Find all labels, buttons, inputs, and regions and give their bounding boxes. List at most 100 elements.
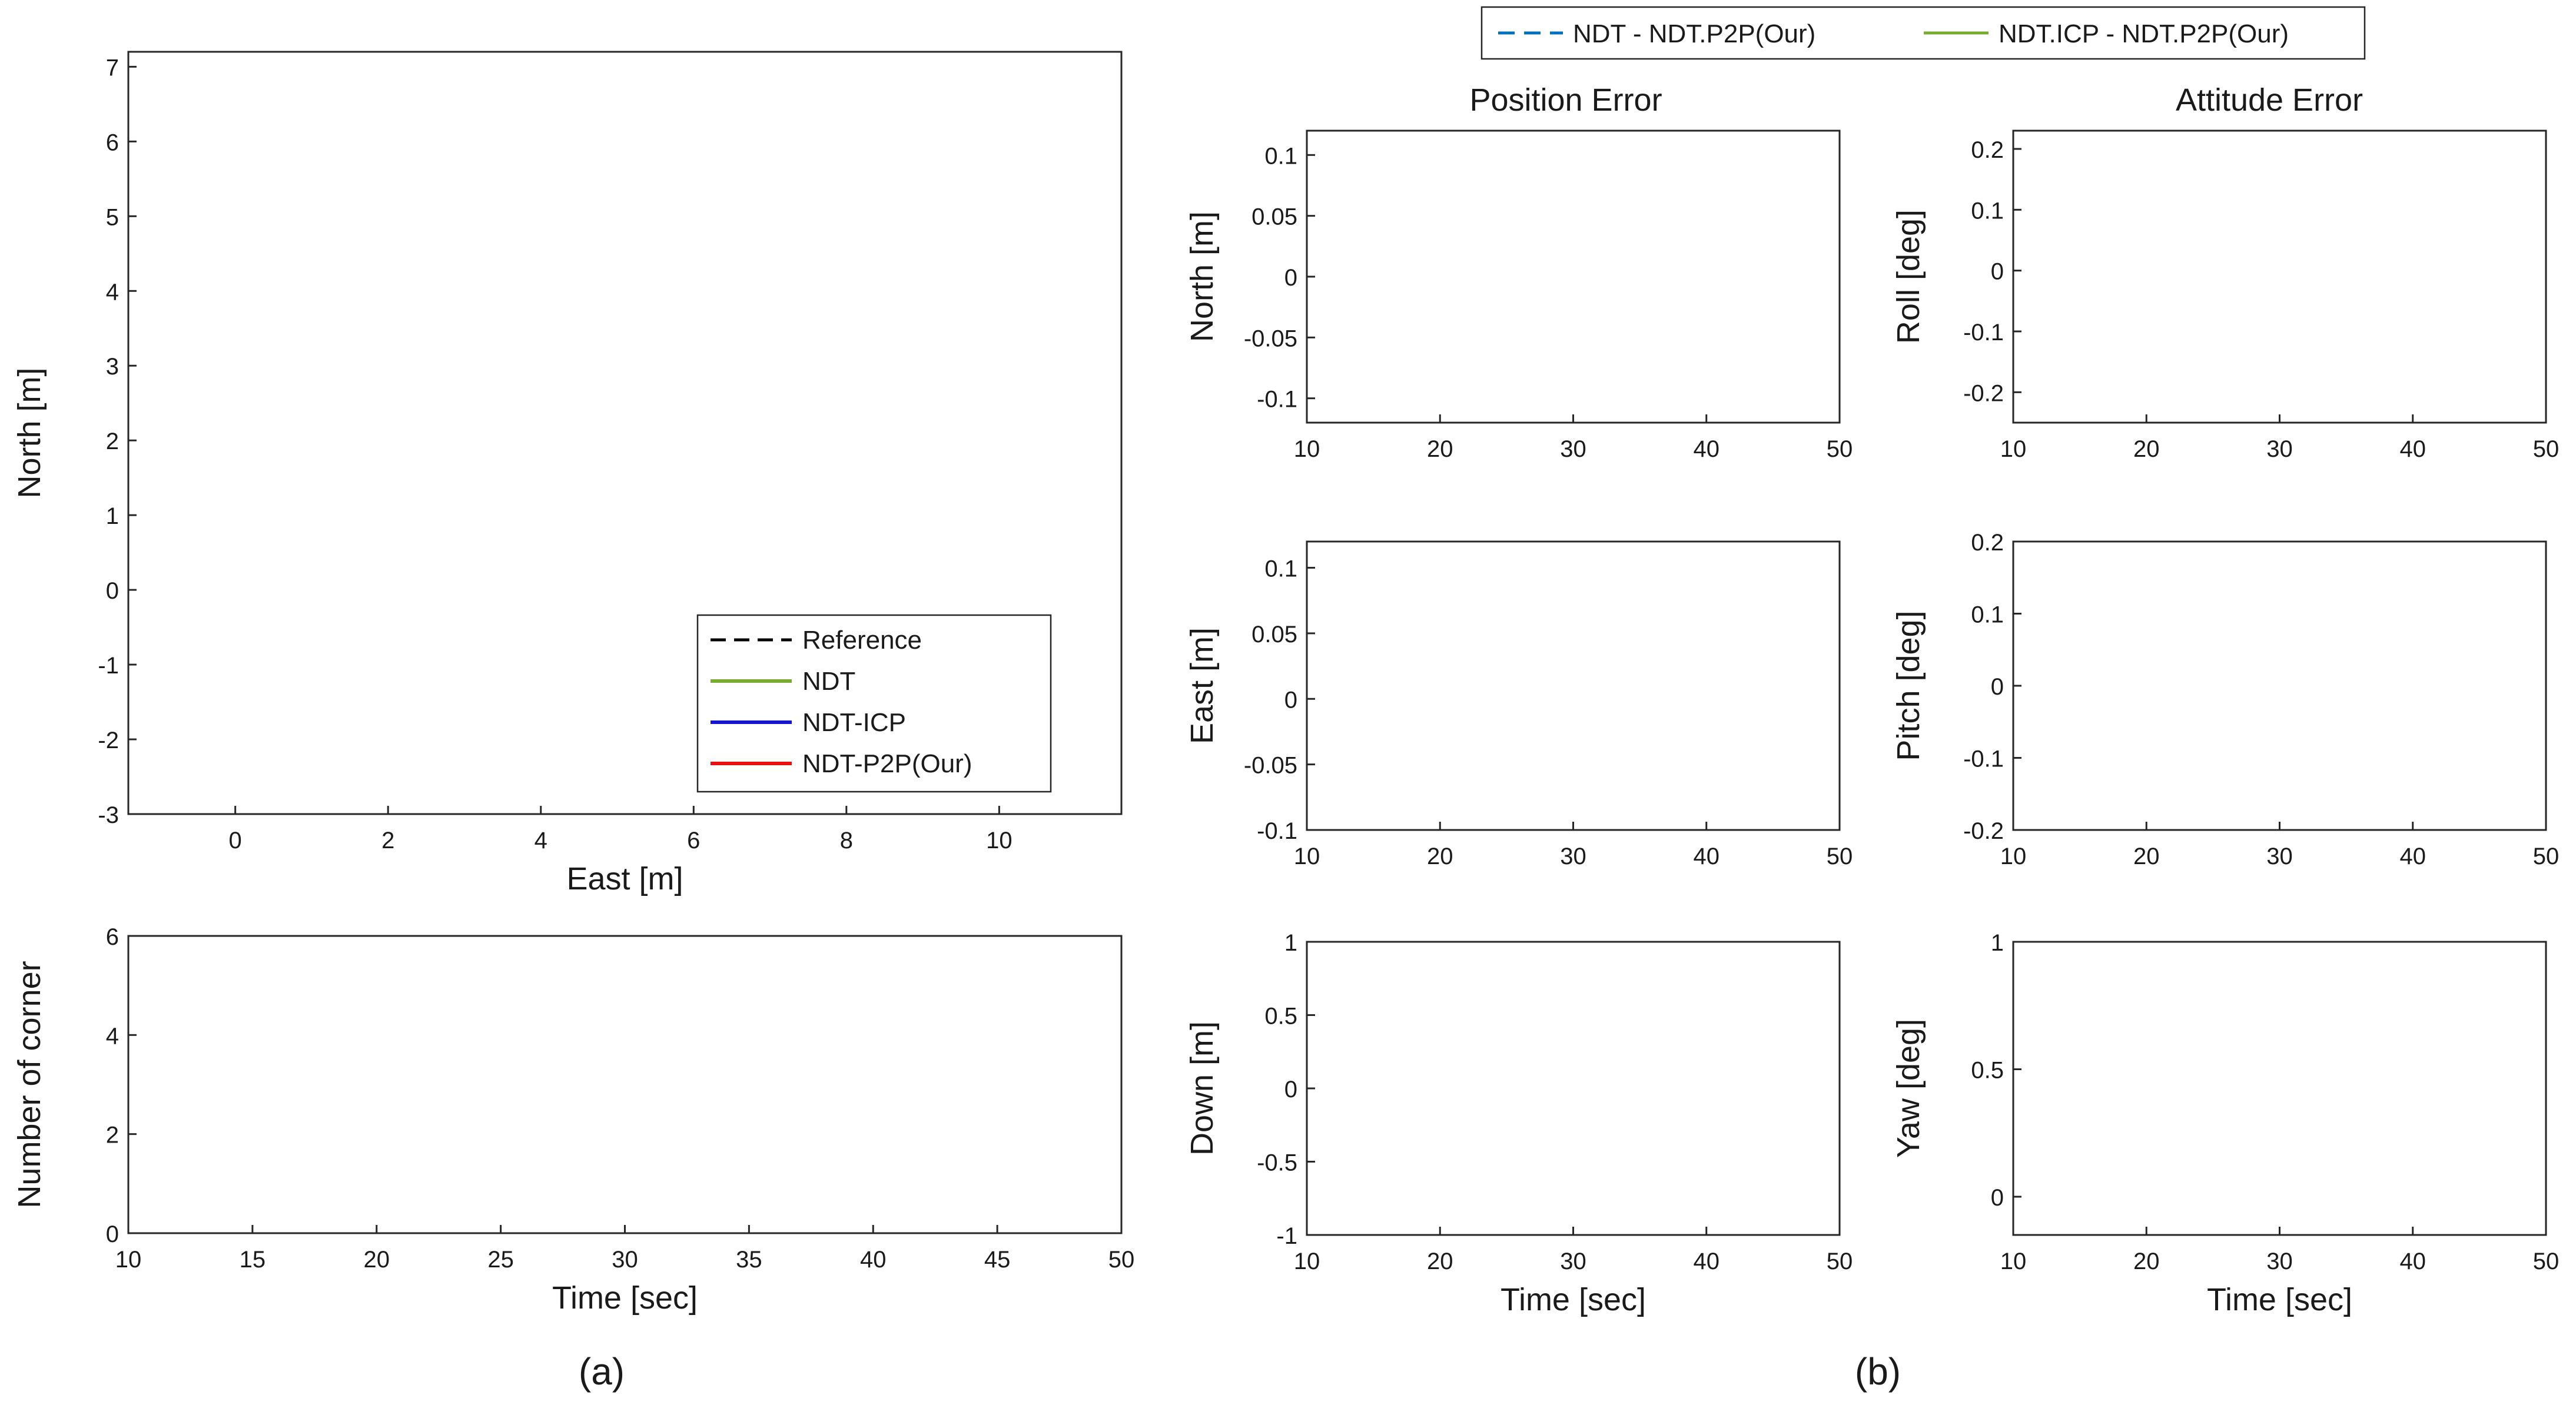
east-error-xtick-label: 50 [1827, 844, 1853, 869]
corners-ytick-label: 4 [106, 1023, 119, 1049]
north-error-ytick-label: 0.05 [1252, 204, 1297, 230]
pitch-error-plot: 10 20 30 40 50 -0.2 -0.1 0 0.1 0.2 Pitch [deg] [1891, 530, 2559, 869]
trajectory-ytick-label: -3 [98, 802, 119, 828]
roll-error-ytick-label: 0.1 [1971, 198, 2004, 224]
yaw-error-xtick-label: 20 [2133, 1248, 2160, 1274]
corners-plot: 10 15 20 25 30 35 40 45 50 0 2 4 6 Time [sec] Number o… [12, 924, 1134, 1316]
down-error-ytick-label: 1 [1284, 930, 1297, 956]
north-error-xtick-label: 30 [1560, 436, 1586, 462]
corners-xlabel: Time [sec] [552, 1280, 698, 1316]
roll-error-ytick-label: -0.2 [1963, 380, 2004, 406]
corners-xtick-label: 25 [487, 1247, 514, 1273]
east-error-frame [1306, 540, 1841, 831]
down-error-xtick-label: 50 [1827, 1248, 1853, 1274]
yaw-error-xtick-label: 10 [2000, 1248, 2027, 1274]
north-error-ytick-label: 0 [1284, 265, 1297, 291]
corners-xtick-label: 45 [984, 1247, 1011, 1273]
roll-error-frame [2012, 129, 2547, 424]
north-error-ytick-label: 0.1 [1264, 143, 1297, 169]
down-error-xlabel: Time [sec] [1501, 1282, 1646, 1317]
corners-xtick-label: 40 [860, 1247, 887, 1273]
trajectory-xtick-label: 4 [535, 828, 547, 854]
east-error-plot: 10 20 30 40 50 -0.1 -0.05 0 0.05 0.1 East [m] [1184, 540, 1853, 869]
pitch-error-ylabel: Pitch [deg] [1891, 610, 1926, 761]
corners-ylabel: Number of corner [12, 961, 47, 1208]
east-error-ytick-label: 0.1 [1264, 556, 1297, 582]
corners-ytick-label: 6 [106, 924, 119, 950]
attitude-error-title: Attitude Error [2176, 82, 2363, 118]
roll-error-plot: 10 20 30 40 50 -0.2 -0.1 0 0.1 0.2 Roll [deg] [1891, 129, 2560, 462]
east-error-xtick-label: 40 [1694, 844, 1720, 869]
trajectory-xtick-label: 0 [229, 828, 242, 854]
down-error-xtick-label: 30 [1560, 1248, 1586, 1274]
corners-xtick-label: 35 [736, 1247, 762, 1273]
pitch-error-xtick-label: 50 [2533, 844, 2560, 869]
corners-xtick-label: 20 [364, 1247, 390, 1273]
error-legend: NDT - NDT.P2P(Our) NDT.ICP - NDT.P2P(Our… [1480, 6, 2366, 60]
pitch-error-xtick-label: 30 [2266, 844, 2293, 869]
roll-error-xtick-label: 30 [2266, 436, 2293, 462]
down-error-ylabel: Down [m] [1184, 1021, 1220, 1155]
north-error-ytick-label: -0.05 [1244, 326, 1297, 351]
trajectory-ytick-label: 5 [106, 204, 119, 230]
east-error-ytick-label: -0.1 [1257, 818, 1297, 844]
east-error-ylabel: East [m] [1184, 627, 1220, 744]
corners-ytick-label: 2 [106, 1123, 119, 1148]
panel-label-a: (a) [579, 1350, 625, 1393]
position-error-title: Position Error [1469, 82, 1662, 118]
east-error-ytick-label: -0.05 [1244, 753, 1297, 779]
roll-error-ytick-label: 0 [1991, 259, 2004, 285]
trajectory-ytick-label: -2 [98, 728, 119, 753]
roll-error-ytick-label: -0.1 [1963, 320, 2004, 346]
pitch-error-ytick-label: -0.2 [1963, 818, 2004, 844]
roll-error-xtick-label: 50 [2533, 436, 2560, 462]
roll-error-ylabel: Roll [deg] [1891, 210, 1926, 344]
north-error-xtick-label: 10 [1294, 436, 1320, 462]
pitch-error-xtick-label: 10 [2000, 844, 2027, 869]
down-error-ytick-label: -1 [1276, 1223, 1297, 1249]
pitch-error-xtick-label: 20 [2133, 844, 2160, 869]
trajectory-legend-label: NDT [802, 667, 855, 696]
down-error-ytick-label: 0.5 [1264, 1004, 1297, 1030]
trajectory-ytick-label: 3 [106, 354, 119, 380]
down-error-frame [1306, 941, 1841, 1236]
yaw-error-ytick-label: 1 [1991, 930, 2004, 956]
corners-xtick-label: 30 [612, 1247, 638, 1273]
pitch-error-ytick-label: 0.2 [1971, 530, 2004, 556]
trajectory-xtick-label: 6 [687, 828, 700, 854]
trajectory-xtick-label: 2 [381, 828, 394, 854]
down-error-xtick-label: 10 [1294, 1248, 1320, 1274]
down-error-xtick-label: 20 [1427, 1248, 1453, 1274]
east-error-xtick-label: 10 [1294, 844, 1320, 869]
east-error-ytick-label: 0 [1284, 687, 1297, 713]
pitch-error-frame [2012, 540, 2547, 831]
trajectory-xlabel: East [m] [566, 861, 683, 896]
legend-label-icp-diff: NDT.ICP - NDT.P2P(Our) [1999, 19, 2289, 48]
trajectory-legend-label: Reference [802, 626, 922, 655]
pitch-error-ytick-label: 0.1 [1971, 602, 2004, 628]
yaw-error-ytick-label: 0.5 [1971, 1058, 2004, 1084]
corners-xtick-label: 15 [240, 1247, 266, 1273]
pitch-error-xtick-label: 40 [2400, 844, 2426, 869]
trajectory-ytick-label: 1 [106, 503, 119, 529]
trajectory-ylabel: North [m] [12, 367, 47, 498]
trajectory-legend-label: NDT-ICP [802, 708, 906, 737]
down-error-xtick-label: 40 [1694, 1248, 1720, 1274]
error-legend-box [1480, 6, 2366, 60]
corners-xtick-label: 10 [115, 1247, 142, 1273]
yaw-error-plot: 10 20 30 40 50 0 0.5 1 Time [sec] Yaw [deg] [1891, 930, 2559, 1317]
north-error-xtick-label: 20 [1427, 436, 1453, 462]
yaw-error-frame [2012, 941, 2547, 1236]
yaw-error-xtick-label: 30 [2266, 1248, 2293, 1274]
pitch-error-ytick-label: -0.1 [1963, 746, 2004, 772]
roll-error-xtick-label: 40 [2400, 436, 2426, 462]
corners-xtick-label: 50 [1108, 1247, 1135, 1273]
roll-error-xtick-label: 20 [2133, 436, 2160, 462]
east-error-ytick-label: 0.05 [1252, 622, 1297, 647]
trajectory-legend: Reference NDT NDT-ICP NDT-P2P(Our) [696, 614, 1052, 793]
east-error-xtick-label: 20 [1427, 844, 1453, 869]
north-error-xtick-label: 50 [1827, 436, 1853, 462]
corners-ytick-label: 0 [106, 1221, 119, 1247]
legend-label-ndt-diff: NDT - NDT.P2P(Our) [1573, 19, 1815, 48]
